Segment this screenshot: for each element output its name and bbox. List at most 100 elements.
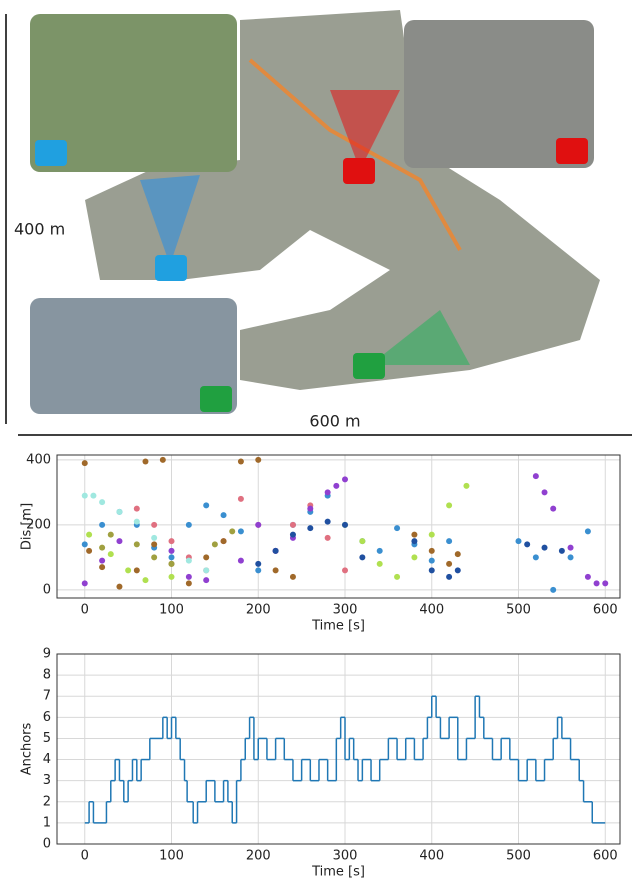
- point: [376, 560, 383, 567]
- point: [342, 476, 349, 483]
- point: [411, 554, 418, 561]
- point: [133, 567, 140, 574]
- point: [229, 528, 236, 535]
- point: [99, 557, 106, 564]
- point: [107, 551, 114, 558]
- y-tick-label: 6: [43, 710, 51, 725]
- camera-icon: [556, 138, 588, 164]
- point: [272, 547, 279, 554]
- height-label: 400 m: [14, 220, 65, 239]
- x-tick-label: 100: [159, 603, 184, 618]
- point: [567, 544, 574, 551]
- point: [116, 508, 123, 515]
- point: [168, 560, 175, 567]
- point: [81, 460, 88, 467]
- point: [463, 482, 470, 489]
- plot-frame: [56, 454, 621, 599]
- point: [203, 577, 210, 584]
- point: [81, 541, 88, 548]
- point: [446, 538, 453, 545]
- x-tick-label: 0: [81, 603, 89, 618]
- point: [125, 567, 132, 574]
- camera-icon: [200, 386, 232, 412]
- point: [133, 541, 140, 548]
- point: [324, 489, 331, 496]
- x-tick-label: 400: [419, 603, 444, 618]
- point: [541, 489, 548, 496]
- point: [376, 547, 383, 554]
- x-tick-label: 200: [246, 603, 271, 618]
- y-tick-label: 2: [43, 794, 51, 809]
- point: [151, 534, 158, 541]
- point: [289, 531, 296, 538]
- point: [116, 538, 123, 545]
- point: [168, 554, 175, 561]
- path: [248, 58, 462, 251]
- x-tick-label: 0: [81, 849, 89, 864]
- point: [237, 557, 244, 564]
- y-tick-label: 4: [43, 752, 51, 767]
- point: [203, 567, 210, 574]
- photo: [404, 20, 594, 168]
- view-cone: [330, 90, 400, 170]
- point: [446, 573, 453, 580]
- point: [359, 554, 366, 561]
- point: [133, 505, 140, 512]
- point: [454, 567, 461, 574]
- point: [428, 531, 435, 538]
- point: [394, 525, 401, 532]
- photo: [30, 14, 237, 172]
- point: [203, 502, 210, 509]
- point: [237, 528, 244, 535]
- point: [99, 544, 106, 551]
- photo: [30, 298, 237, 414]
- point: [255, 567, 262, 574]
- point: [107, 531, 114, 538]
- map: 400 m 600 m: [5, 10, 632, 436]
- point: [446, 502, 453, 509]
- point: [86, 547, 93, 554]
- point: [185, 521, 192, 528]
- point: [185, 557, 192, 564]
- point: [454, 551, 461, 558]
- point: [558, 547, 565, 554]
- point: [324, 518, 331, 525]
- point: [550, 505, 557, 512]
- x-axis-label: Time [s]: [311, 619, 365, 634]
- point: [532, 554, 539, 561]
- camera-icon: [353, 353, 385, 379]
- point: [289, 521, 296, 528]
- point: [324, 534, 331, 541]
- x-tick-label: 600: [593, 603, 618, 618]
- point: [307, 525, 314, 532]
- x-tick-label: 500: [506, 849, 531, 864]
- point: [342, 521, 349, 528]
- x-tick-label: 500: [506, 603, 531, 618]
- point: [99, 499, 106, 506]
- x-tick-label: 600: [593, 849, 618, 864]
- x-axis-label: Time [s]: [311, 865, 365, 880]
- point: [168, 538, 175, 545]
- point: [584, 528, 591, 535]
- y-tick-label: 0: [43, 837, 51, 852]
- view-cone: [140, 175, 200, 265]
- plot-frame: [56, 653, 621, 845]
- y-tick-label: 7: [43, 689, 51, 704]
- point: [133, 518, 140, 525]
- point: [81, 580, 88, 587]
- point: [593, 580, 600, 587]
- y-tick-label: 8: [43, 668, 51, 683]
- point: [168, 547, 175, 554]
- point: [220, 538, 227, 545]
- point: [394, 573, 401, 580]
- y-tick-label: 9: [43, 647, 51, 662]
- point: [142, 458, 149, 465]
- point: [255, 521, 262, 528]
- point: [428, 567, 435, 574]
- y-tick-label: 0: [43, 582, 51, 597]
- point: [151, 521, 158, 528]
- camera-icon: [343, 158, 375, 184]
- point: [99, 521, 106, 528]
- point: [446, 560, 453, 567]
